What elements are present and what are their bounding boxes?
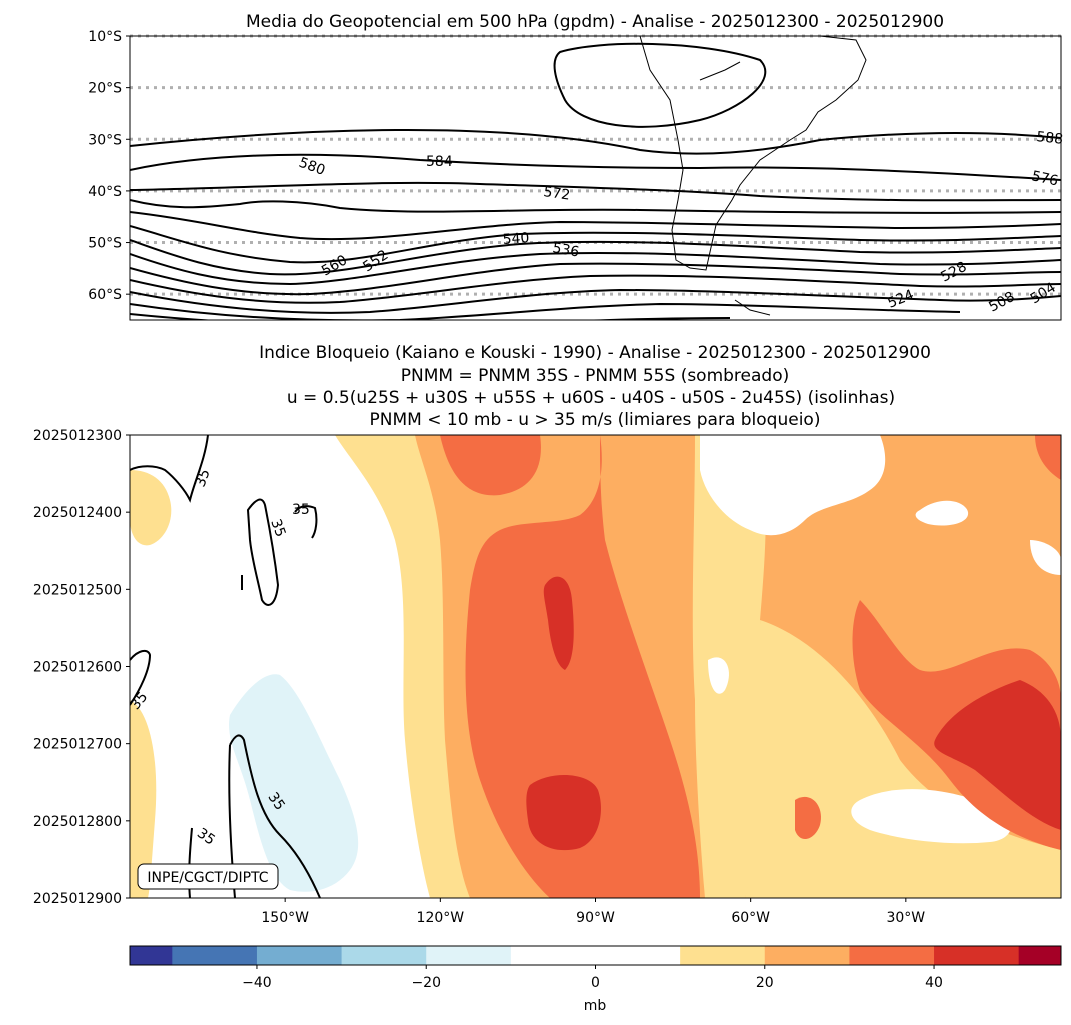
- colorbar-segment: [849, 946, 935, 965]
- coastline: [699, 61, 771, 316]
- contour-label: 540: [502, 230, 530, 248]
- top-map-panel: 580 584 572 540 536 560 552 588 576 528 …: [88, 29, 1064, 321]
- watermark-text: INPE/CGCT/DIPTC: [147, 870, 268, 886]
- colorbar-ticks: −40 −20 0 20 40: [242, 965, 943, 991]
- bottom-title-line-3: u = 0.5(u25S + u30S + u55S + u60S - u40S…: [287, 388, 895, 408]
- u-wind-isolines: [130, 435, 321, 898]
- colorbar-tick-label: −40: [242, 975, 272, 991]
- coastline: [639, 36, 867, 271]
- y-tick-label: 2025012500: [33, 582, 122, 598]
- y-tick-label: 10°S: [88, 29, 122, 45]
- top-y-axis: 10°S 20°S 30°S 40°S 50°S 60°S: [88, 29, 130, 303]
- isoline-35: [294, 505, 318, 539]
- x-tick-label: 90°W: [576, 910, 615, 926]
- bottom-chart-title: Indice Bloqueio (Kaiano e Kouski - 1990)…: [259, 343, 931, 430]
- contour-label: 572: [542, 184, 571, 204]
- shade-10-20: [130, 700, 157, 898]
- top-contour-labels: 580 584 572 540 536 560 552 588 576 528 …: [297, 129, 1064, 315]
- shade-minus20-minus10: [229, 674, 359, 892]
- isoline-35: [246, 498, 280, 606]
- y-tick-label: 30°S: [88, 132, 122, 148]
- colorbar-label: mb: [584, 998, 607, 1014]
- shade-white: [708, 657, 729, 694]
- top-chart-title: Media do Geopotencial em 500 hPa (gpdm) …: [246, 12, 944, 32]
- colorbar-tick-label: −20: [411, 975, 441, 991]
- shade-40-50: [526, 774, 601, 851]
- colorbar-segment: [341, 946, 427, 965]
- colorbar-segment: [426, 946, 512, 965]
- top-plot-frame: [129, 35, 1062, 321]
- shade-white: [700, 435, 886, 536]
- shade-10-20: [130, 470, 172, 546]
- y-tick-label: 2025012300: [33, 428, 122, 444]
- colorbar-tick-label: 40: [925, 975, 943, 991]
- y-tick-label: 2025012900: [33, 891, 122, 907]
- x-tick-label: 30°W: [886, 910, 925, 926]
- bottom-title-line-4: PNMM < 10 mb - u > 35 m/s (limiares para…: [370, 410, 821, 430]
- shade-30-40: [440, 435, 700, 898]
- bottom-title-line-2: PNMM = PNMM 35S - PNMM 55S (sombreado): [401, 366, 790, 386]
- x-tick-label: 60°W: [731, 910, 770, 926]
- contour-label: 35: [193, 467, 214, 489]
- colorbar-segment: [510, 946, 681, 965]
- contour-label: 584: [426, 154, 453, 170]
- isoline-35: [130, 435, 209, 503]
- pnmm-shading: [130, 435, 1061, 898]
- isoline-35: [188, 827, 193, 898]
- geopotential-contours: [130, 36, 1061, 320]
- isoline-35: [229, 734, 321, 898]
- colorbar-segments: [130, 946, 1062, 965]
- contour-label: 536: [551, 240, 580, 260]
- shade-30-40: [440, 435, 541, 496]
- contour-label: 35: [292, 502, 310, 518]
- colorbar-segment: [172, 946, 258, 965]
- blocking-index-panel: 35 35 35 35 35 35 INPE/CGCT/DIPTC 202501…: [33, 428, 1062, 926]
- y-tick-label: 40°S: [88, 184, 122, 200]
- shade-30-40: [1035, 435, 1061, 480]
- y-tick-label: 2025012400: [33, 505, 122, 521]
- y-tick-label: 2025012600: [33, 660, 122, 676]
- y-tick-label: 2025012800: [33, 814, 122, 830]
- shade-40-50: [543, 576, 574, 670]
- bottom-x-axis: 150°W 120°W 90°W 60°W 30°W: [261, 898, 925, 926]
- shade-30-40: [795, 796, 821, 840]
- colorbar-segment: [680, 946, 766, 965]
- colorbar-segment: [764, 946, 850, 965]
- x-tick-label: 150°W: [261, 910, 309, 926]
- bottom-y-axis: 2025012300 2025012400 2025012500 2025012600…: [33, 428, 130, 907]
- contour-label: 588: [1036, 129, 1064, 148]
- isoline-35: [130, 649, 152, 706]
- colorbar-tick-label: 0: [591, 975, 600, 991]
- shade-10-20: [692, 435, 775, 898]
- y-tick-label: 20°S: [88, 81, 122, 97]
- colorbar-segment: [256, 946, 343, 965]
- shade-40-50: [934, 680, 1061, 830]
- colorbar-segment: [130, 946, 173, 965]
- x-tick-label: 120°W: [417, 910, 465, 926]
- bottom-title-line-1: Indice Bloqueio (Kaiano e Kouski - 1990)…: [259, 343, 931, 363]
- y-tick-label: 50°S: [88, 236, 122, 252]
- shade-white: [1030, 540, 1061, 575]
- y-tick-label: 60°S: [88, 287, 122, 303]
- shade-white: [915, 500, 969, 526]
- colorbar-tick-label: 20: [756, 975, 774, 991]
- colorbar: −40 −20 0 20 40 mb: [129, 945, 1062, 1014]
- watermark-box: INPE/CGCT/DIPTC: [137, 863, 279, 890]
- contour-label: 35: [267, 517, 288, 539]
- y-tick-label: 2025012700: [33, 737, 122, 753]
- contour-label: 576: [1030, 168, 1060, 189]
- colorbar-segment: [1018, 946, 1062, 965]
- colorbar-segment: [934, 946, 1020, 965]
